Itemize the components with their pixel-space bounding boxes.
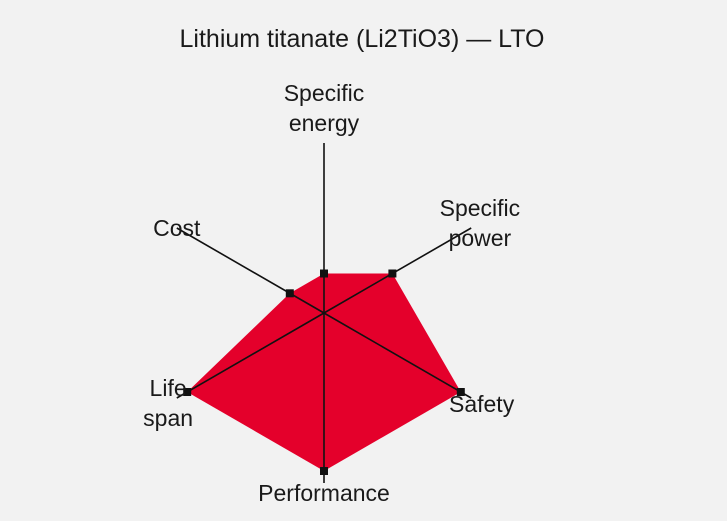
data-point-specific-power: [388, 269, 397, 278]
axis-label-safety: Safety: [449, 391, 515, 417]
axis-label-line: span: [143, 405, 193, 431]
axis-label-performance: Performance: [258, 480, 390, 506]
axis-label-cost: Cost: [153, 215, 201, 241]
axis-line-safety: [323, 312, 472, 399]
axis-label-line: Specific: [284, 80, 365, 106]
axis-line-cost: [176, 227, 325, 314]
axis-label-specific-energy: Specific energy: [284, 80, 365, 136]
axis-label-specific-power: Specific power: [440, 195, 521, 251]
axis-label-line: power: [449, 225, 512, 251]
axis-label-line: Performance: [258, 480, 390, 506]
axis-label-life-span: Life span: [143, 375, 193, 431]
axis-layer: [176, 143, 472, 483]
data-point-cost: [285, 289, 294, 298]
axis-label-line: Specific: [440, 195, 521, 221]
axis-label-line: Life: [150, 375, 187, 401]
axis-label-layer: Specific energy Specific power Safety Perform…: [143, 80, 520, 506]
data-point-safety: [456, 388, 465, 396]
data-point-life-span: [183, 388, 192, 396]
axis-label-line: energy: [289, 110, 360, 136]
chart-title: Lithium titanate (Li2TiO3) — LTO: [180, 25, 545, 53]
marker-layer: [183, 269, 465, 475]
axis-line-life-span: [176, 312, 325, 399]
axis-line-specific-power: [323, 227, 472, 314]
axis-label-line: Safety: [449, 391, 515, 417]
data-point-specific-energy: [320, 269, 328, 278]
data-point-performance: [320, 467, 328, 475]
axis-label-line: Cost: [153, 215, 201, 241]
